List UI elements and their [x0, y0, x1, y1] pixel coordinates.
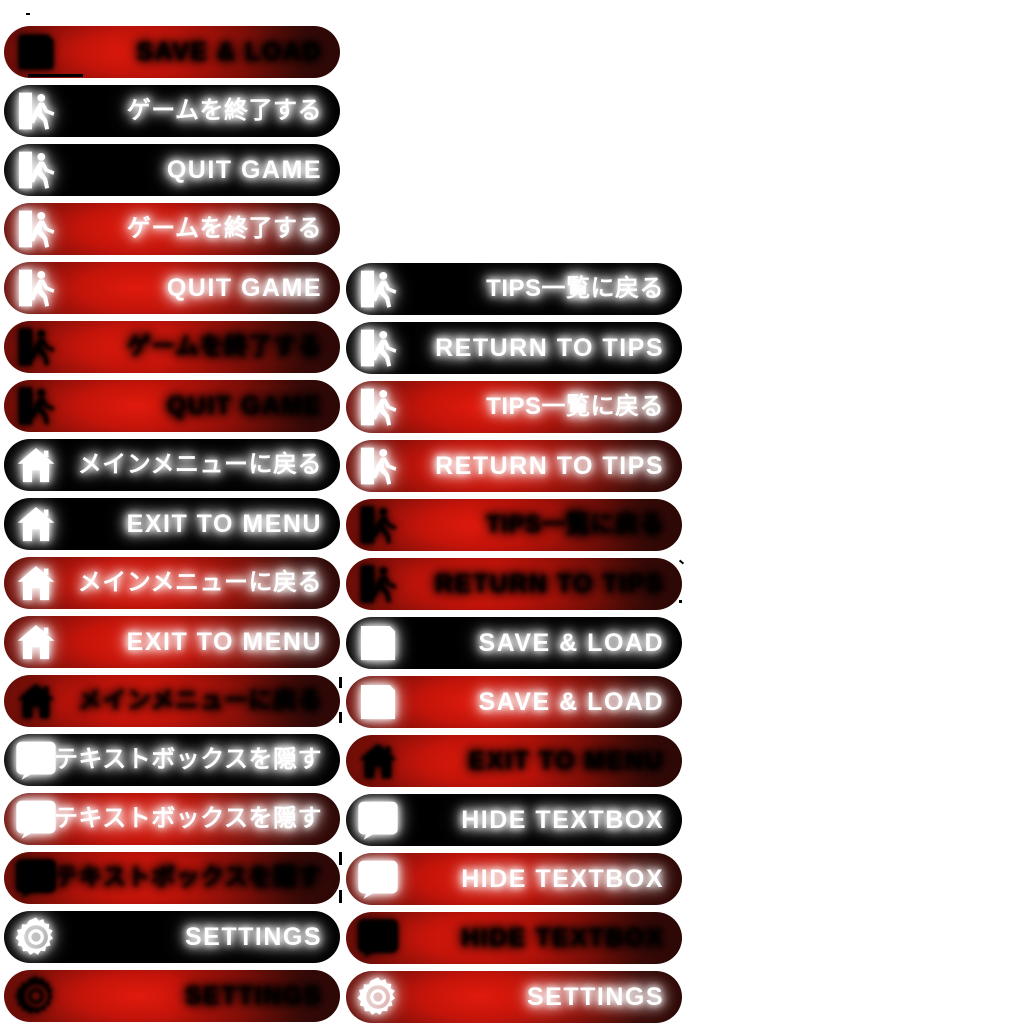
menu-button-label: メインメニューに戻る: [77, 451, 322, 478]
menu-button-label: QUIT GAME: [166, 156, 322, 184]
gear-icon: [12, 972, 60, 1020]
menu-button[interactable]: テキストボックスを隠す: [4, 852, 340, 904]
menu-button[interactable]: メインメニューに戻る: [4, 557, 340, 609]
menu-button[interactable]: EXIT TO MENU: [4, 616, 340, 668]
menu-button-label: HIDE TEXTBOX: [461, 806, 664, 834]
menu-button-label: ゲームを終了する: [126, 333, 322, 360]
menu-button-label: メインメニューに戻る: [77, 569, 322, 596]
textbox-icon: [12, 795, 60, 843]
exit-door-icon: [354, 560, 402, 608]
home-icon: [12, 441, 60, 489]
home-icon: [12, 500, 60, 548]
menu-button-label: RETURN TO TIPS: [435, 452, 664, 480]
bracket-mark-d: [339, 890, 342, 903]
home-icon: [354, 737, 402, 785]
save-floppy-icon: [354, 678, 402, 726]
gear-icon: [12, 913, 60, 961]
menu-button-label: SETTINGS: [184, 982, 322, 1010]
menu-button[interactable]: EXIT TO MENU: [346, 735, 682, 787]
menu-button[interactable]: RETURN TO TIPS: [346, 558, 682, 610]
menu-button[interactable]: QUIT GAME: [4, 262, 340, 314]
bracket-mark-c: [339, 852, 342, 865]
menu-button[interactable]: RETURN TO TIPS: [346, 322, 682, 374]
menu-button-label: EXIT TO MENU: [126, 628, 322, 656]
menu-button[interactable]: RETURN TO TIPS: [346, 440, 682, 492]
exit-door-icon: [12, 264, 60, 312]
bracket-mark-b: [339, 712, 342, 723]
menu-button[interactable]: ゲームを終了する: [4, 203, 340, 255]
menu-button-label: RETURN TO TIPS: [435, 334, 664, 362]
textbox-icon: [12, 736, 60, 784]
menu-button[interactable]: SAVE & LOAD: [346, 617, 682, 669]
menu-button[interactable]: QUIT GAME: [4, 380, 340, 432]
menu-button-label: メインメニューに戻る: [77, 687, 322, 714]
exit-door-icon: [12, 87, 60, 135]
menu-button-label: SAVE & LOAD: [478, 688, 664, 716]
menu-button-label: ゲームを終了する: [126, 97, 322, 124]
menu-button[interactable]: SETTINGS: [346, 971, 682, 1023]
exit-door-icon: [354, 442, 402, 490]
menu-button[interactable]: HIDE TEXTBOX: [346, 853, 682, 905]
home-icon: [12, 559, 60, 607]
menu-button-label: TIPS一覧に戻る: [486, 511, 664, 538]
menu-button[interactable]: QUIT GAME: [4, 144, 340, 196]
textbox-icon: [12, 854, 60, 902]
menu-button-label: EXIT TO MENU: [468, 747, 664, 775]
menu-button-label: EXIT TO MENU: [126, 510, 322, 538]
menu-button-label: テキストボックスを隠す: [53, 805, 322, 832]
menu-button[interactable]: SETTINGS: [4, 911, 340, 963]
exit-door-icon: [354, 324, 402, 372]
horizontal-rule-mark: [28, 74, 83, 77]
menu-button[interactable]: SAVE & LOAD: [346, 676, 682, 728]
crop-tick-mark-b: [679, 600, 682, 603]
exit-door-icon: [12, 146, 60, 194]
save-floppy-icon: [12, 28, 60, 76]
menu-button[interactable]: TIPS一覧に戻る: [346, 381, 682, 433]
textbox-icon: [354, 855, 402, 903]
exit-door-icon: [354, 265, 402, 313]
menu-button[interactable]: TIPS一覧に戻る: [346, 263, 682, 315]
menu-button-label: TIPS一覧に戻る: [486, 393, 664, 420]
menu-button[interactable]: メインメニューに戻る: [4, 439, 340, 491]
exit-door-icon: [12, 382, 60, 430]
menu-button-label: HIDE TEXTBOX: [461, 865, 664, 893]
exit-door-icon: [12, 323, 60, 371]
menu-button-label: SAVE & LOAD: [478, 629, 664, 657]
menu-button[interactable]: HIDE TEXTBOX: [346, 794, 682, 846]
menu-button-label: テキストボックスを隠す: [53, 746, 322, 773]
menu-button[interactable]: ゲームを終了する: [4, 321, 340, 373]
menu-button-label: QUIT GAME: [166, 274, 322, 302]
exit-door-icon: [354, 501, 402, 549]
textbox-icon: [354, 796, 402, 844]
menu-button-label: テキストボックスを隠す: [53, 864, 322, 891]
menu-button-label: SETTINGS: [184, 923, 322, 951]
menu-button-label: SAVE & LOAD: [136, 38, 322, 66]
crop-tick-mark-top-left: [26, 13, 30, 15]
menu-button[interactable]: テキストボックスを隠す: [4, 734, 340, 786]
menu-button[interactable]: ゲームを終了する: [4, 85, 340, 137]
menu-button-label: QUIT GAME: [166, 392, 322, 420]
menu-button-label: RETURN TO TIPS: [435, 570, 664, 598]
menu-button[interactable]: TIPS一覧に戻る: [346, 499, 682, 551]
menu-button[interactable]: SAVE & LOAD: [4, 26, 340, 78]
menu-button[interactable]: メインメニューに戻る: [4, 675, 340, 727]
menu-button[interactable]: テキストボックスを隠す: [4, 793, 340, 845]
menu-button-label: HIDE TEXTBOX: [461, 924, 664, 952]
gear-icon: [354, 973, 402, 1021]
home-icon: [12, 618, 60, 666]
bracket-mark-a: [339, 677, 342, 688]
save-floppy-icon: [354, 619, 402, 667]
menu-button-label: ゲームを終了する: [126, 215, 322, 242]
menu-button[interactable]: EXIT TO MENU: [4, 498, 340, 550]
exit-door-icon: [12, 205, 60, 253]
menu-button-label: TIPS一覧に戻る: [486, 275, 664, 302]
home-icon: [12, 677, 60, 725]
menu-button[interactable]: HIDE TEXTBOX: [346, 912, 682, 964]
menu-button[interactable]: SETTINGS: [4, 970, 340, 1022]
menu-button-label: SETTINGS: [526, 983, 664, 1011]
exit-door-icon: [354, 383, 402, 431]
textbox-icon: [354, 914, 402, 962]
